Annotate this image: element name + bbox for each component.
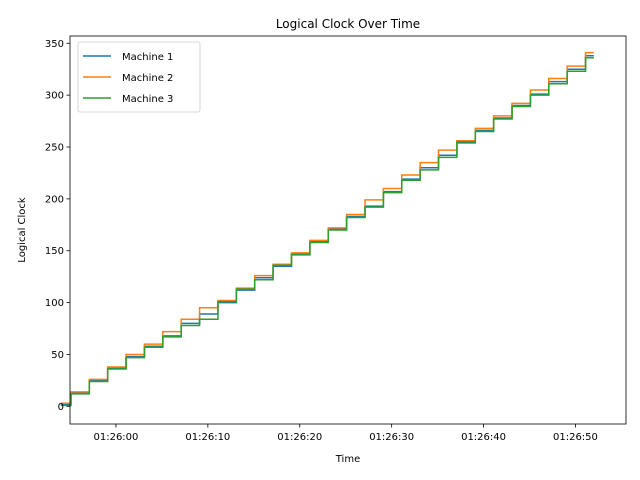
y-axis-label: Logical Clock [17, 197, 28, 263]
x-tick-label: 01:26:20 [277, 432, 322, 443]
x-tick-label: 01:26:30 [369, 432, 414, 443]
y-tick-label: 50 [51, 350, 64, 361]
x-tick-label: 01:26:10 [185, 432, 230, 443]
legend-entry: Machine 1 [122, 52, 173, 63]
chart-title: Logical Clock Over Time [276, 17, 420, 31]
x-axis-label: Time [335, 454, 360, 465]
y-tick-label: 100 [45, 298, 64, 309]
legend-box [77, 41, 201, 113]
y-tick-label: 150 [45, 246, 64, 257]
y-tick-label: 0 [58, 402, 64, 413]
plot-area [60, 51, 594, 407]
x-tick-label: 01:26:00 [93, 432, 138, 443]
y-tick-label: 250 [45, 143, 64, 154]
axes: 0 50 100 150 200 250 300 350 01:26:00 01:26:10 01:… [45, 35, 627, 443]
x-tick-label: 01:26:40 [461, 432, 506, 443]
plot-frame [69, 35, 627, 425]
legend-entry: Machine 2 [122, 73, 173, 84]
y-tick-label: 350 [45, 39, 64, 50]
y-tick-label: 200 [45, 194, 64, 205]
legend: Machine 1 Machine 2 Machine 3 [77, 41, 201, 113]
y-tick-label: 300 [45, 91, 64, 102]
x-tick-label: 01:26:50 [553, 432, 598, 443]
series-line-3 [60, 57, 594, 407]
legend-entry: Machine 3 [122, 94, 173, 105]
